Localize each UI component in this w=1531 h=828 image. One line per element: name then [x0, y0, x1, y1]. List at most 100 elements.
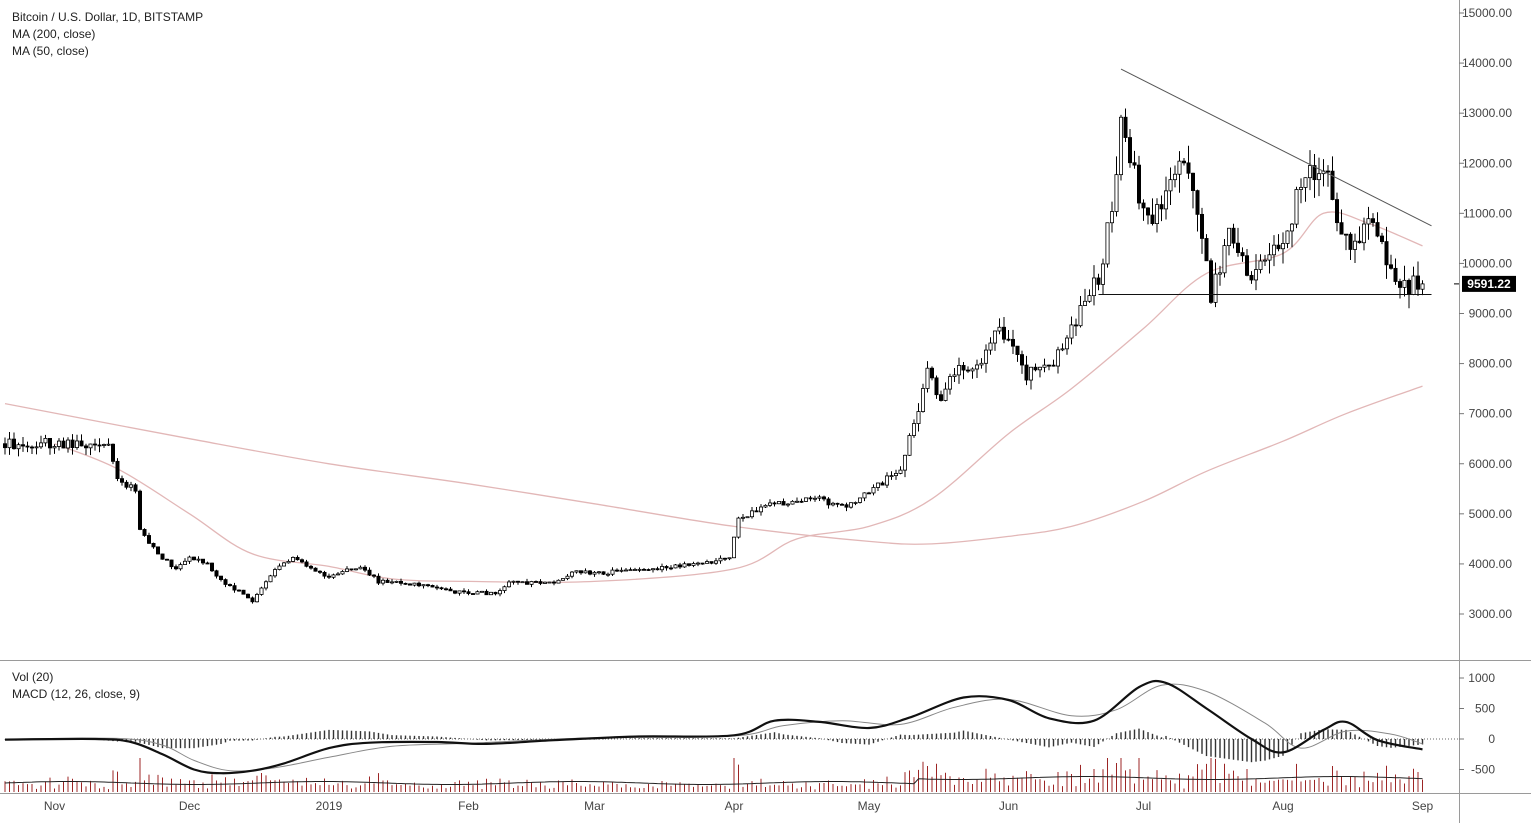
- candle[interactable]: [241, 589, 246, 595]
- candle[interactable]: [1105, 222, 1110, 268]
- candle[interactable]: [326, 573, 331, 579]
- candle[interactable]: [20, 437, 25, 452]
- candle[interactable]: [610, 567, 615, 577]
- candle[interactable]: [642, 567, 647, 571]
- candle[interactable]: [970, 367, 975, 379]
- candle[interactable]: [997, 318, 1002, 335]
- candle[interactable]: [1069, 316, 1074, 345]
- candle[interactable]: [939, 390, 944, 402]
- candle[interactable]: [592, 570, 597, 577]
- candle[interactable]: [124, 480, 129, 490]
- candle[interactable]: [826, 497, 831, 509]
- candle[interactable]: [295, 555, 300, 561]
- candle[interactable]: [1182, 158, 1187, 166]
- candle[interactable]: [979, 358, 984, 369]
- candle[interactable]: [48, 437, 53, 455]
- candle[interactable]: [349, 568, 354, 571]
- volume-legend[interactable]: Vol (20): [12, 670, 54, 684]
- candle[interactable]: [470, 593, 475, 595]
- candle[interactable]: [862, 492, 867, 502]
- candle[interactable]: [1002, 316, 1007, 344]
- candle[interactable]: [601, 571, 606, 575]
- candle[interactable]: [344, 566, 349, 573]
- candle[interactable]: [367, 567, 372, 577]
- candle[interactable]: [984, 344, 989, 373]
- candle[interactable]: [61, 437, 66, 449]
- candle[interactable]: [619, 567, 624, 573]
- symbol-title[interactable]: Bitcoin / U.S. Dollar, 1D, BITSTAMP: [12, 10, 204, 24]
- candle[interactable]: [579, 570, 584, 575]
- candle[interactable]: [934, 375, 939, 399]
- candle[interactable]: [943, 382, 948, 402]
- candle[interactable]: [439, 586, 444, 591]
- candle[interactable]: [93, 438, 98, 451]
- candle[interactable]: [196, 556, 201, 563]
- candle[interactable]: [1263, 254, 1268, 267]
- candle[interactable]: [700, 562, 705, 565]
- candle[interactable]: [1416, 261, 1421, 296]
- candle[interactable]: [547, 581, 552, 584]
- candle[interactable]: [178, 562, 183, 571]
- candle[interactable]: [853, 501, 858, 506]
- candle[interactable]: [1384, 226, 1389, 279]
- candle[interactable]: [1047, 364, 1052, 371]
- candle[interactable]: [97, 438, 102, 453]
- candle[interactable]: [173, 564, 178, 571]
- candle[interactable]: [1222, 238, 1227, 278]
- candle[interactable]: [1056, 346, 1061, 374]
- candle[interactable]: [687, 563, 692, 567]
- candle[interactable]: [1299, 178, 1304, 204]
- candle[interactable]: [488, 591, 493, 596]
- candle[interactable]: [1074, 318, 1079, 336]
- candle[interactable]: [808, 495, 813, 502]
- candle[interactable]: [1042, 358, 1047, 373]
- candle[interactable]: [84, 443, 89, 455]
- candle[interactable]: [907, 433, 912, 456]
- candle[interactable]: [34, 441, 39, 455]
- candle[interactable]: [115, 458, 120, 482]
- candle[interactable]: [277, 563, 282, 571]
- candle[interactable]: [1110, 201, 1115, 233]
- candle[interactable]: [317, 570, 322, 575]
- candle[interactable]: [556, 579, 561, 584]
- candle[interactable]: [1276, 234, 1281, 252]
- candle[interactable]: [511, 580, 516, 585]
- candle[interactable]: [628, 567, 633, 572]
- candle[interactable]: [1213, 262, 1218, 308]
- candle[interactable]: [88, 443, 93, 456]
- candle[interactable]: [236, 589, 241, 592]
- candle[interactable]: [412, 582, 417, 587]
- candle[interactable]: [696, 561, 701, 567]
- candle[interactable]: [1362, 217, 1367, 251]
- candle[interactable]: [790, 500, 795, 505]
- candle[interactable]: [795, 497, 800, 503]
- candle[interactable]: [43, 434, 48, 447]
- candle[interactable]: [1204, 234, 1209, 262]
- candle[interactable]: [1326, 165, 1331, 187]
- candle[interactable]: [16, 442, 21, 457]
- candle[interactable]: [1231, 223, 1236, 249]
- candle[interactable]: [133, 483, 138, 494]
- candle[interactable]: [209, 562, 214, 573]
- candle[interactable]: [529, 580, 534, 588]
- candle[interactable]: [835, 502, 840, 508]
- candle[interactable]: [1393, 258, 1398, 285]
- candle[interactable]: [1038, 366, 1043, 378]
- last-price-tag[interactable]: [1462, 275, 1516, 292]
- candle[interactable]: [993, 330, 998, 351]
- candle[interactable]: [966, 366, 971, 373]
- candle[interactable]: [146, 532, 151, 544]
- candle[interactable]: [416, 581, 421, 588]
- candle[interactable]: [111, 443, 116, 465]
- candle[interactable]: [1065, 335, 1070, 355]
- candle[interactable]: [3, 437, 8, 455]
- candle[interactable]: [1051, 359, 1056, 367]
- candle[interactable]: [227, 583, 232, 587]
- candle[interactable]: [106, 438, 111, 446]
- candle[interactable]: [822, 495, 827, 502]
- candle[interactable]: [975, 359, 980, 379]
- candle[interactable]: [1186, 145, 1191, 179]
- candle[interactable]: [1132, 150, 1137, 169]
- candle[interactable]: [1029, 366, 1034, 390]
- candle[interactable]: [723, 557, 728, 562]
